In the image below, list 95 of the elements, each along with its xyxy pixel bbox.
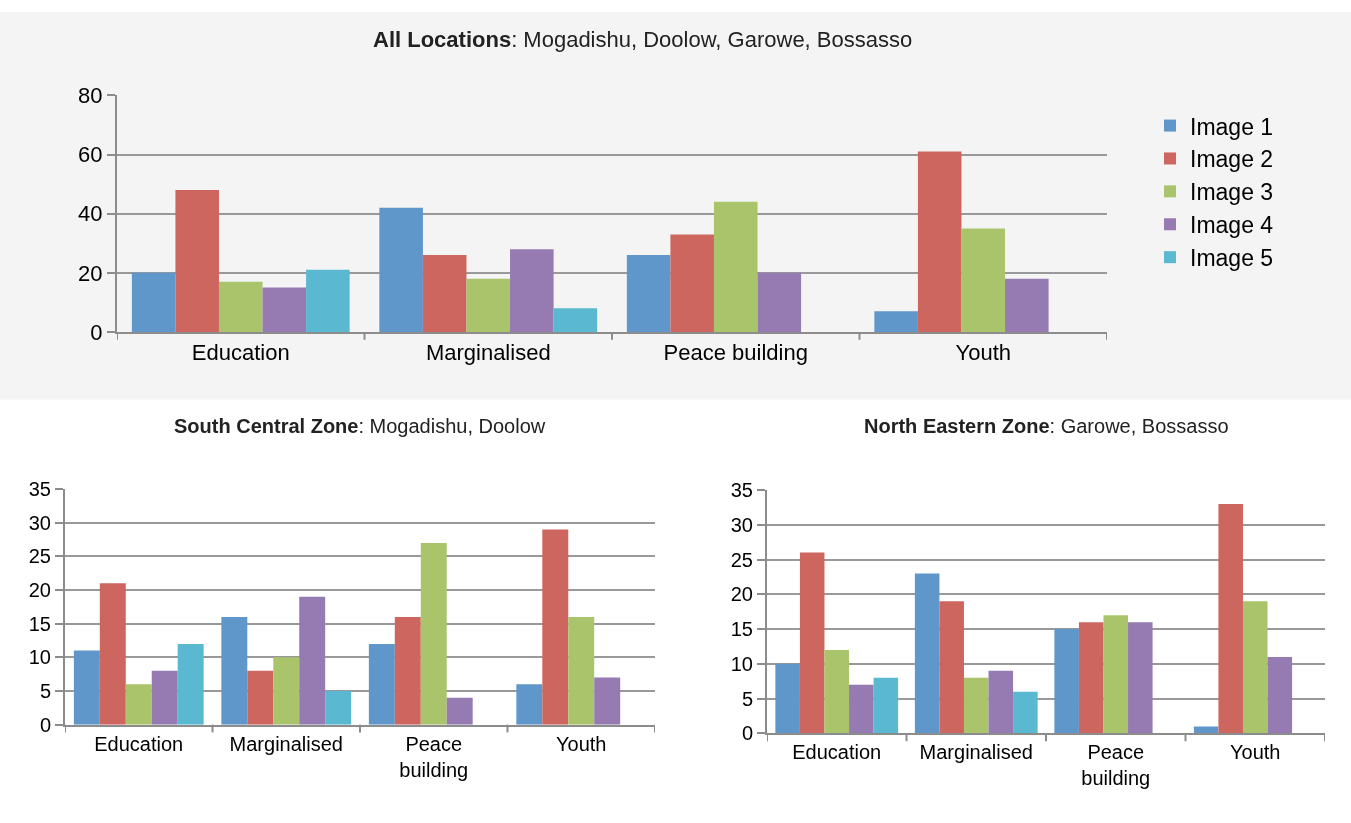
bar xyxy=(379,207,423,332)
x-tick-label: Marginalised xyxy=(229,732,343,755)
bar xyxy=(775,663,800,734)
bar xyxy=(963,677,989,734)
y-tick-label: 40 xyxy=(78,201,103,227)
bar xyxy=(1193,726,1219,734)
chart-title: South Central Zone: Mogadishu, Doolow xyxy=(174,415,546,437)
bar xyxy=(988,670,1014,734)
bar xyxy=(177,643,204,725)
bar xyxy=(939,601,964,734)
bar xyxy=(446,697,473,725)
y-tick-label: 0 xyxy=(39,713,51,736)
bar xyxy=(1242,601,1268,734)
bar xyxy=(917,151,962,332)
bar xyxy=(961,228,1006,332)
bar xyxy=(325,691,352,725)
x-tick-label: Peace building xyxy=(399,732,469,781)
bar xyxy=(594,677,621,725)
bar xyxy=(420,542,447,725)
bar xyxy=(874,311,918,332)
bar xyxy=(824,649,850,734)
x-tick-label: Youth xyxy=(1230,741,1281,764)
bar xyxy=(1128,622,1153,734)
y-tick-label: 35 xyxy=(28,478,51,501)
bar xyxy=(247,670,274,725)
y-tick-label: 60 xyxy=(78,142,103,168)
bar xyxy=(306,269,350,332)
y-tick-label: 30 xyxy=(28,511,51,534)
legend-label: Image 4 xyxy=(1190,212,1274,239)
bar xyxy=(175,190,219,332)
bar xyxy=(757,272,802,332)
x-tick-label: Peace building xyxy=(1081,741,1151,790)
bar xyxy=(273,657,300,725)
bar xyxy=(1013,691,1038,734)
bar xyxy=(131,272,176,332)
bar xyxy=(299,596,326,725)
bar xyxy=(218,281,263,332)
x-tick-label: Education xyxy=(94,732,184,755)
bar xyxy=(125,684,152,725)
y-tick-label: 30 xyxy=(730,513,753,536)
y-tick-label: 20 xyxy=(730,583,753,606)
bar xyxy=(799,552,825,734)
bar xyxy=(73,650,100,725)
x-tick-label: Peace building xyxy=(663,340,808,366)
y-tick-label: 0 xyxy=(741,722,753,745)
bar xyxy=(1218,503,1243,734)
bar xyxy=(516,684,543,725)
y-tick-label: 5 xyxy=(741,687,753,710)
y-tick-label: 15 xyxy=(730,618,753,641)
bar xyxy=(422,255,467,332)
y-tick-label: 80 xyxy=(78,83,103,109)
bar xyxy=(1103,615,1129,734)
bar xyxy=(670,234,714,332)
y-tick-label: 25 xyxy=(28,545,51,568)
legend-label: Image 5 xyxy=(1190,245,1274,272)
bar xyxy=(568,616,595,725)
legend-label: Image 2 xyxy=(1190,146,1274,173)
x-tick-label: Youth xyxy=(556,732,607,755)
bar xyxy=(914,573,940,734)
legend-label: Image 1 xyxy=(1190,113,1274,140)
bar xyxy=(368,643,395,725)
bar xyxy=(510,249,554,332)
bar xyxy=(849,684,874,734)
bar xyxy=(873,677,899,734)
y-tick-label: 10 xyxy=(28,646,51,669)
y-tick-label: 35 xyxy=(730,479,753,502)
legend-label: Image 3 xyxy=(1190,179,1274,206)
chart-title: North Eastern Zone: Garowe, Bossasso xyxy=(864,415,1229,437)
y-tick-label: 5 xyxy=(39,680,51,703)
bar xyxy=(1267,656,1293,734)
chart-title: All Locations: Mogadishu, Doolow, Garowe, Bossasso xyxy=(373,27,913,52)
x-tick-label: Education xyxy=(792,741,882,764)
x-tick-label: Marginalised xyxy=(919,741,1033,764)
x-tick-label: Education xyxy=(191,340,290,366)
bar xyxy=(221,616,248,725)
bar xyxy=(1078,622,1104,734)
y-tick-label: 0 xyxy=(90,319,103,345)
y-tick-label: 15 xyxy=(28,612,51,635)
bar xyxy=(99,583,126,725)
bar xyxy=(553,308,598,332)
y-tick-label: 20 xyxy=(78,260,103,286)
bar xyxy=(542,529,569,725)
y-tick-label: 25 xyxy=(730,548,753,571)
x-tick-label: Marginalised xyxy=(425,340,551,366)
bar xyxy=(151,670,178,725)
bar xyxy=(713,201,758,332)
y-tick-label: 20 xyxy=(28,579,51,602)
bar xyxy=(626,255,671,332)
y-tick-label: 10 xyxy=(730,652,753,675)
bar xyxy=(394,616,421,725)
bar xyxy=(1054,629,1079,734)
bar xyxy=(466,278,511,332)
x-tick-label: Youth xyxy=(955,340,1011,366)
bar xyxy=(262,287,307,332)
bar xyxy=(1005,278,1049,332)
